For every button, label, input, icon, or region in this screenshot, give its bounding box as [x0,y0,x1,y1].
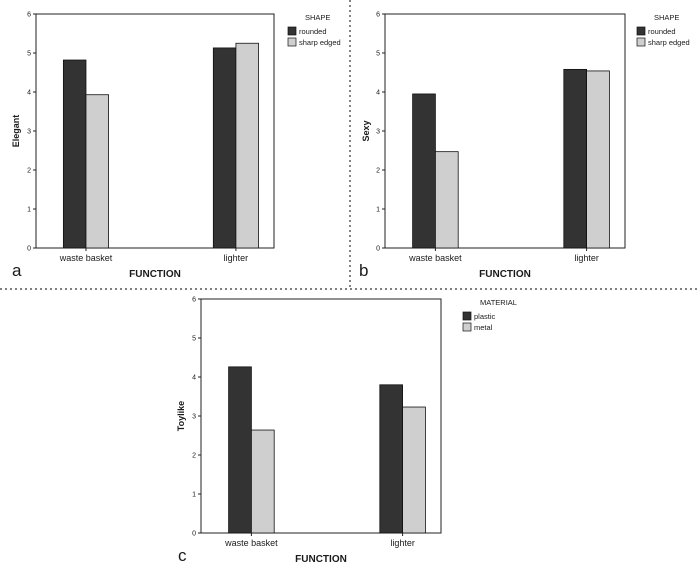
bar-metal-lighter [402,406,426,534]
x-tick-label: lighter [224,253,249,263]
x-tick-label: waste basket [224,538,278,548]
legend-swatch [462,311,472,321]
legend-label: rounded [299,27,327,36]
x-axis-title: FUNCTION [129,269,181,280]
y-tick-label: 3 [27,129,31,136]
legend-label: plastic [474,312,496,321]
y-tick-label: 0 [376,246,380,253]
bar-sharp-edged-waste-basket [434,151,459,249]
bar-rounded-waste-basket [62,59,87,249]
bar-metal-waste-basket [250,429,275,534]
panel-letter: b [359,261,368,280]
y-tick-label: 2 [27,168,31,175]
chart-panel-b: 0 1 2 3 4 5 6 waste basket lighter FUNCTION Sexy b S… [359,12,690,281]
y-tick-label: 6 [192,297,196,304]
y-tick-label: 1 [27,207,31,214]
y-tick-label: 4 [192,375,196,382]
x-tick-label: lighter [574,253,599,263]
legend-swatch [287,37,297,47]
chart-panel-a: 0 1 2 3 4 5 6 waste basket lighter FUNCTION Elegan… [11,12,341,281]
legend-swatch [636,37,646,47]
legend: SHAPE rounded sharp edged [636,13,690,47]
bar-rounded-lighter [563,68,587,249]
panel-letter: a [12,261,22,280]
legend-swatch [287,26,297,36]
legend-swatch [636,26,646,36]
bar-plastic-waste-basket [228,366,252,534]
x-tick-label: waste basket [408,253,462,263]
legend-title: SHAPE [305,13,330,22]
legend: MATERIAL plastic metal [462,298,517,332]
y-tick-label: 1 [376,207,380,214]
legend-label: metal [474,323,493,332]
y-tick-label: 5 [192,336,196,343]
x-axis-title: FUNCTION [295,554,347,565]
y-axis-title: Elegant [11,115,21,148]
y-tick-label: 4 [376,90,380,97]
y-tick-label: 2 [192,453,196,460]
y-axis-title: Toylike [176,401,186,431]
y-tick-label: 3 [192,414,196,421]
y-axis-title: Sexy [361,120,371,141]
legend: SHAPE rounded sharp edged [287,13,341,47]
y-tick-label: 0 [27,246,31,253]
legend-label: sharp edged [299,38,341,47]
y-tick-label: 1 [192,492,196,499]
y-tick-label: 3 [376,129,380,136]
legend-label: rounded [648,27,676,36]
panel-letter: c [178,546,187,565]
bar-sharp-edged-lighter [235,42,259,249]
y-tick-label: 4 [27,90,31,97]
y-tick-label: 6 [376,12,380,19]
legend-title: SHAPE [654,13,679,22]
y-tick-label: 6 [27,12,31,19]
bar-sharp-edged-lighter [586,70,610,249]
bar-rounded-lighter [212,47,237,249]
x-tick-label: lighter [390,538,415,548]
bar-plastic-lighter [379,384,403,534]
x-axis-title: FUNCTION [479,269,531,280]
legend-title: MATERIAL [480,298,517,307]
legend-label: sharp edged [648,38,690,47]
legend-swatch [462,322,472,332]
y-tick-label: 5 [27,51,31,58]
x-tick-label: waste basket [59,253,113,263]
y-tick-label: 0 [192,531,196,538]
bar-rounded-waste-basket [412,93,436,249]
chart-panel-c: 0 1 2 3 4 5 6 waste basket lighter FUNCTION Toylik… [176,297,517,566]
y-tick-label: 2 [376,168,380,175]
y-tick-label: 5 [376,51,380,58]
bar-sharp-edged-waste-basket [85,94,109,249]
